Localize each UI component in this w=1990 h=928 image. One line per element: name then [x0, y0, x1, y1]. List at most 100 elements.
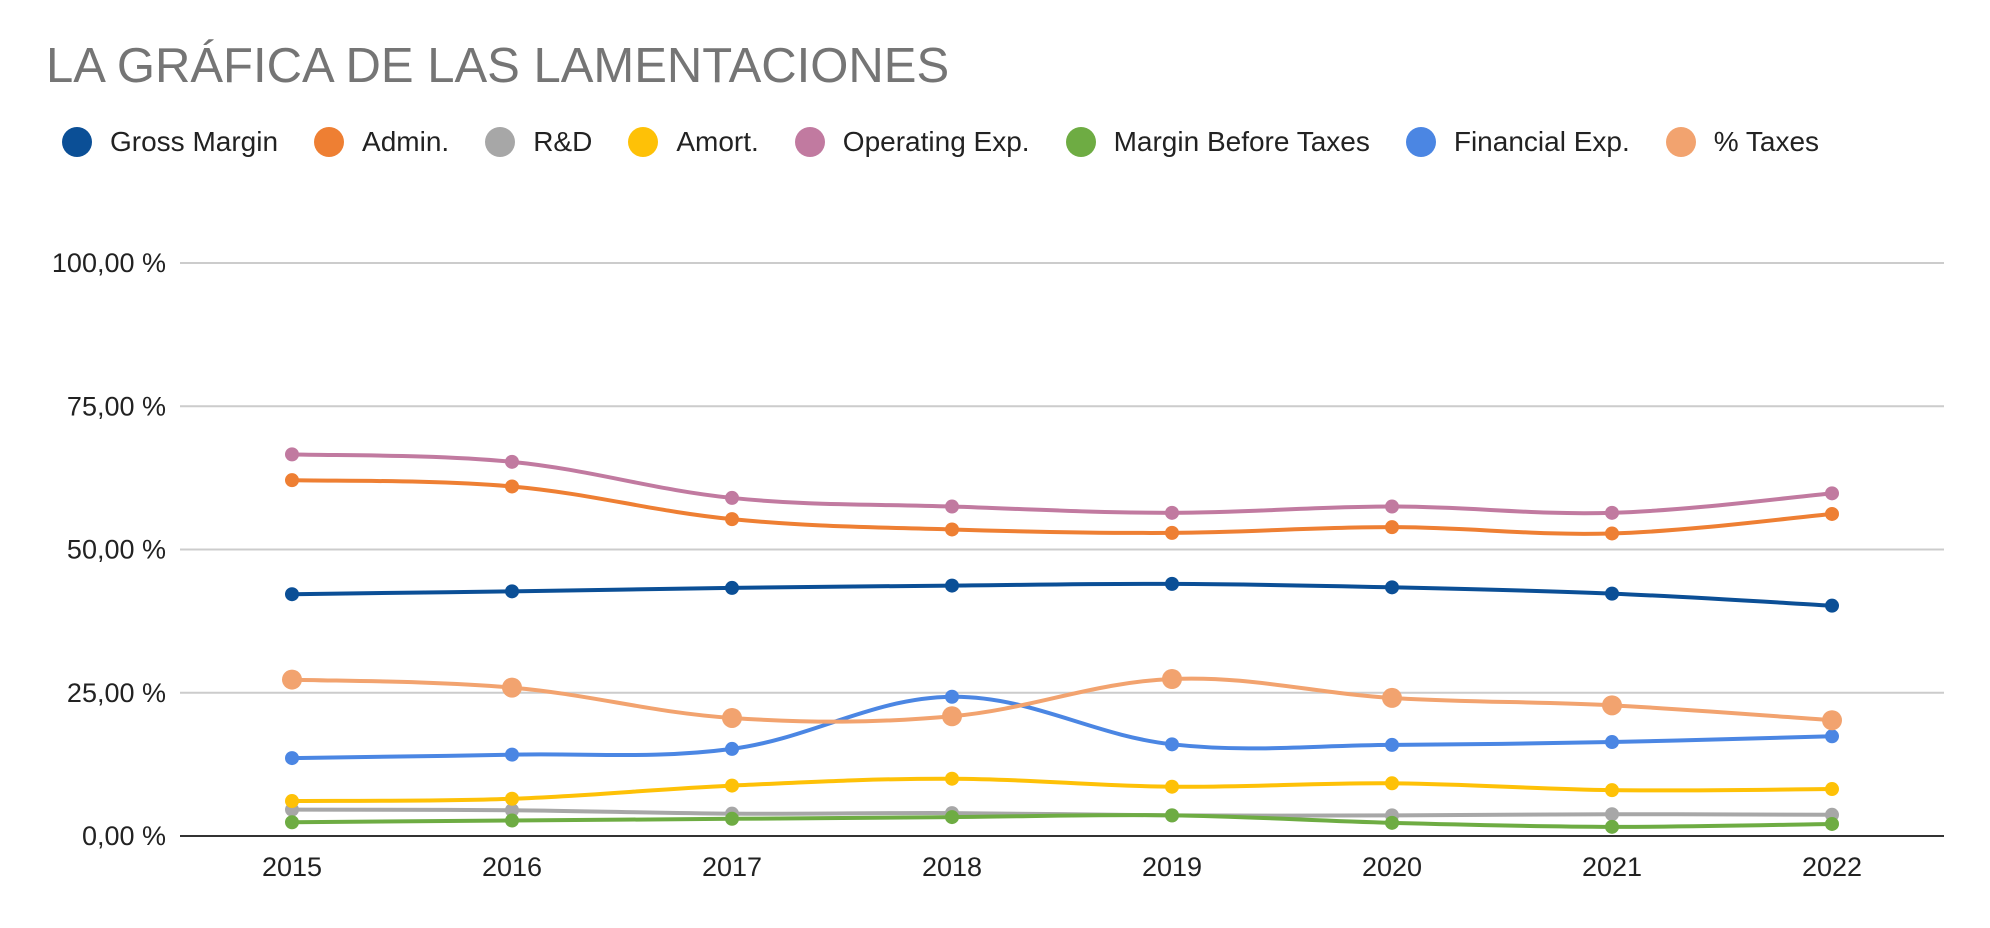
- y-tick-label: 50,00 %: [67, 535, 166, 565]
- data-point: [1825, 598, 1839, 613]
- series-admin: [285, 473, 1839, 541]
- series-operating-exp: [285, 447, 1839, 520]
- series-amort: [285, 771, 1839, 809]
- legend-item[interactable]: Financial Exp.: [1405, 126, 1630, 158]
- legend-swatch: [794, 127, 825, 157]
- data-point: [1165, 737, 1179, 752]
- chart-title: LA GRÁFICA DE LAS LAMENTACIONES: [46, 39, 950, 93]
- x-tick-label: 2015: [262, 852, 322, 882]
- legend-swatch: [1405, 127, 1436, 157]
- data-point: [945, 771, 959, 786]
- data-point: [1825, 816, 1839, 831]
- data-point: [505, 584, 519, 599]
- data-point: [505, 803, 519, 818]
- series-line: [290, 478, 1834, 536]
- data-point: [505, 454, 519, 469]
- data-point: [1382, 687, 1402, 708]
- x-tick-label: 2022: [1802, 852, 1862, 882]
- data-point: [1162, 668, 1182, 689]
- data-point: [1825, 486, 1839, 501]
- data-point: [725, 741, 739, 756]
- series-line: [290, 676, 1834, 724]
- legend-swatch: [62, 127, 92, 157]
- data-point: [505, 813, 519, 828]
- legend-item[interactable]: Gross Margin: [62, 126, 278, 158]
- series-line: [290, 452, 1834, 516]
- legend-label: % Taxes: [1713, 126, 1820, 157]
- series-gross-margin: [285, 576, 1839, 613]
- data-point: [505, 791, 519, 806]
- legend: Gross Margin Admin. R&D Amort. Operating Exp…: [62, 120, 1962, 164]
- data-point: [1385, 520, 1399, 535]
- series-line: [290, 694, 1834, 761]
- legend-swatch: [314, 127, 345, 157]
- data-point: [945, 810, 959, 825]
- data-point: [1385, 737, 1399, 752]
- data-point: [945, 522, 959, 537]
- data-point: [725, 512, 739, 527]
- data-point: [945, 499, 959, 514]
- data-point: [1602, 695, 1622, 716]
- data-point: [1385, 815, 1399, 830]
- data-point: [1825, 506, 1839, 521]
- data-point: [722, 707, 742, 728]
- series-taxes: [282, 668, 1842, 731]
- legend-label: Financial Exp.: [1453, 126, 1630, 157]
- data-point: [285, 815, 299, 830]
- data-point: [285, 473, 299, 488]
- legend-item[interactable]: Operating Exp.: [794, 126, 1030, 158]
- series-line: [290, 776, 1834, 804]
- data-point: [285, 447, 299, 462]
- data-point: [285, 794, 299, 809]
- data-point: [1385, 499, 1399, 514]
- series-line: [290, 813, 1834, 829]
- data-point: [1605, 505, 1619, 520]
- y-tick-label: 0,00 %: [82, 821, 166, 851]
- legend-swatch: [485, 127, 516, 157]
- legend-label: Admin.: [362, 126, 450, 157]
- data-point: [1605, 819, 1619, 834]
- data-point: [1822, 710, 1842, 731]
- series-financial-exp: [285, 689, 1839, 766]
- data-point: [1165, 808, 1179, 823]
- legend-label: R&D: [533, 126, 593, 157]
- data-point: [1605, 807, 1619, 822]
- data-point: [1165, 505, 1179, 520]
- legend-item[interactable]: Amort.: [628, 126, 759, 158]
- data-point: [1605, 586, 1619, 601]
- gridlines: [180, 262, 1944, 694]
- data-point: [1385, 776, 1399, 791]
- data-point: [945, 689, 959, 704]
- x-tick-label: 2018: [922, 852, 982, 882]
- series-line: [290, 581, 1834, 608]
- x-tick-label: 2019: [1142, 852, 1202, 882]
- data-point: [1605, 783, 1619, 798]
- data-point: [725, 811, 739, 826]
- legend-label: Gross Margin: [110, 126, 279, 157]
- data-point: [285, 751, 299, 766]
- data-point: [725, 580, 739, 595]
- legend-item[interactable]: R&D: [485, 126, 592, 158]
- data-point: [1825, 782, 1839, 797]
- data-point: [945, 578, 959, 593]
- data-point: [1385, 580, 1399, 595]
- y-tick-label: 25,00 %: [67, 678, 166, 708]
- legend-item[interactable]: % Taxes: [1665, 126, 1820, 158]
- x-tick-label: 2017: [702, 852, 762, 882]
- legend-swatch: [1665, 127, 1696, 157]
- x-tick-label: 2020: [1362, 852, 1422, 882]
- data-point: [1605, 735, 1619, 750]
- y-tick-label: 75,00 %: [67, 391, 166, 421]
- y-tick-label: 100,00 %: [52, 248, 166, 278]
- data-point: [285, 587, 299, 602]
- legend-swatch: [1065, 127, 1096, 157]
- data-point: [1605, 526, 1619, 541]
- x-tick-label: 2021: [1582, 852, 1642, 882]
- data-point: [1165, 576, 1179, 591]
- data-point: [505, 747, 519, 762]
- legend-item[interactable]: Margin Before Taxes: [1065, 126, 1370, 158]
- data-point: [282, 669, 302, 690]
- legend-item[interactable]: Admin.: [314, 126, 449, 158]
